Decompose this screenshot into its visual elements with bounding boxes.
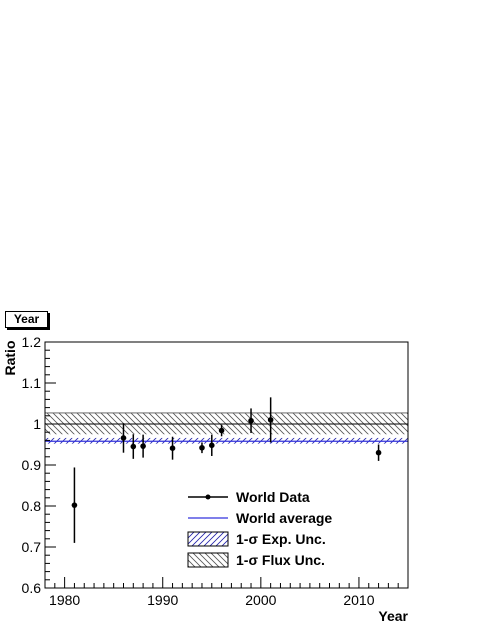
axes: 1980 1990 2000 2010 0.6 0.7 0.8 0.9 1 1.1 1.2	[22, 334, 409, 608]
point-marker	[248, 417, 254, 424]
y-axis-label: Ratio	[2, 341, 18, 376]
y-tick-label: 1.2	[22, 334, 42, 350]
legend-label: World average	[236, 510, 332, 526]
legend-flux-swatch	[187, 552, 229, 568]
point-marker	[199, 444, 205, 451]
point-marker	[169, 445, 176, 451]
plot-frame	[44, 341, 409, 589]
data-point	[218, 424, 225, 437]
point-marker	[267, 417, 274, 423]
point-marker	[71, 502, 78, 508]
point-marker	[218, 427, 225, 434]
chart-title-box: Year	[5, 311, 48, 328]
x-tick-label: 2000	[245, 592, 276, 608]
point-marker	[375, 449, 382, 456]
data-point	[208, 434, 215, 456]
data-point	[130, 434, 137, 459]
legend-data-marker	[205, 494, 211, 500]
data-points	[71, 397, 382, 543]
point-marker	[130, 443, 137, 450]
data-point	[169, 436, 176, 460]
reference-lines	[45, 423, 408, 442]
data-point	[140, 434, 146, 458]
data-point	[248, 408, 254, 434]
point-marker	[208, 442, 215, 449]
uncertainty-bands	[45, 412, 408, 444]
y-tick-label: 0.7	[22, 539, 42, 555]
legend-label: 1-σ Flux Unc.	[236, 552, 325, 568]
x-tick-label: 1990	[147, 592, 178, 608]
point-marker	[140, 443, 146, 449]
data-point	[375, 444, 382, 461]
legend-label: World Data	[236, 489, 310, 505]
y-tick-label: 0.9	[22, 457, 42, 473]
legend: World Data World average 1-σ Exp. Unc. 1-σ …	[187, 489, 332, 568]
legend-exp-swatch	[187, 531, 229, 547]
data-point	[71, 467, 78, 543]
x-tick-label: 2010	[343, 592, 374, 608]
data-point	[267, 397, 274, 443]
point-marker	[120, 435, 127, 441]
y-tick-label: 0.8	[22, 498, 42, 514]
x-axis-label: Year	[378, 608, 408, 624]
y-tick-label: 0.6	[22, 580, 42, 596]
data-point	[120, 423, 127, 453]
x-tick-label: 1980	[49, 592, 80, 608]
legend-label: 1-σ Exp. Unc.	[236, 531, 326, 547]
data-point	[199, 442, 205, 454]
y-tick-label: 1.1	[22, 375, 42, 391]
y-tick-label: 1	[33, 416, 41, 432]
